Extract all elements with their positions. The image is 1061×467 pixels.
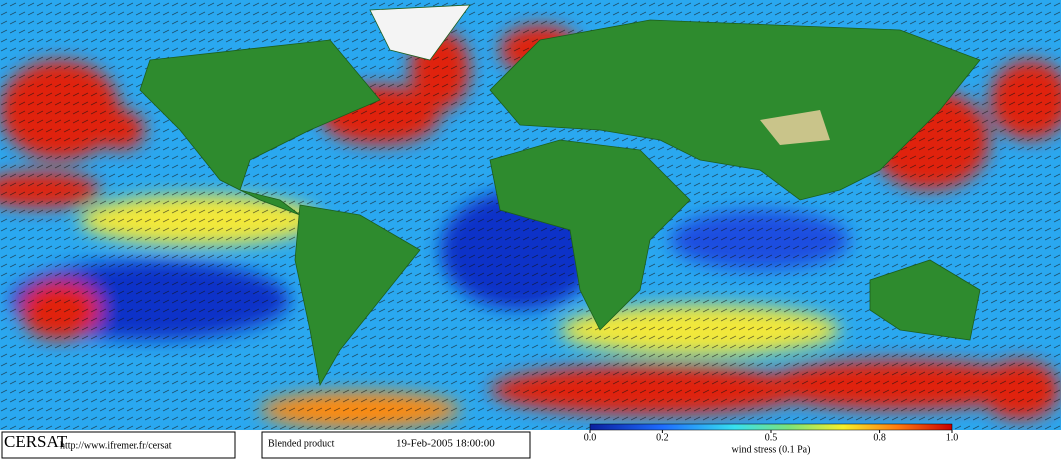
colorbar-tick-label: 0.2 <box>656 432 669 443</box>
colorbar-tick-label: 0.0 <box>584 432 597 443</box>
logo-box <box>1 431 236 459</box>
land <box>139 4 981 387</box>
product-box <box>261 431 531 459</box>
logo: CERSAT <box>4 432 68 451</box>
footer: CERSAT http://www.ifremer.fr/cersat Blen… <box>0 423 1061 462</box>
product: Blended product <box>268 438 335 449</box>
colorbar <box>589 423 953 431</box>
date: 19-Feb-2005 18:00:00 <box>396 438 495 450</box>
colorbar-tick-label: 0.8 <box>873 432 886 443</box>
colorbar-tick-label: 1.0 <box>946 432 959 443</box>
colorbar-label: wind stress (0.1 Pa) <box>732 444 811 455</box>
colorbar-tick-label: 0.5 <box>765 432 778 443</box>
url: http://www.ifremer.fr/cersat <box>60 440 172 451</box>
